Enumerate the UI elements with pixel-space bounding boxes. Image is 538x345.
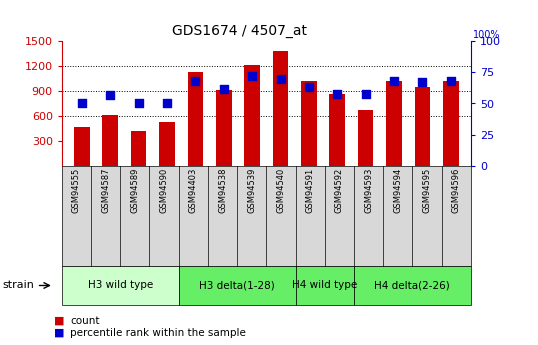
Text: 100%: 100% [473,30,501,40]
Point [220,86,228,91]
Point [276,76,285,81]
Point [248,73,257,79]
Bar [74,127,89,166]
Text: GSM94596: GSM94596 [451,167,461,213]
Text: GSM94538: GSM94538 [218,167,227,213]
Text: GSM94589: GSM94589 [130,167,139,213]
Point [362,91,370,96]
Text: GSM94593: GSM94593 [364,167,373,213]
Text: GSM94595: GSM94595 [422,167,431,213]
Text: ■: ■ [54,328,65,338]
Bar [188,72,203,166]
Text: GSM94592: GSM94592 [335,167,344,213]
Text: GSM94539: GSM94539 [247,167,256,213]
Text: strain: strain [3,280,34,290]
Text: GSM94594: GSM94594 [393,167,402,213]
Text: GSM94590: GSM94590 [160,167,168,213]
Bar [273,50,288,166]
Text: H3 wild type: H3 wild type [88,280,153,290]
Bar [244,65,260,166]
Text: count: count [70,316,100,326]
Bar [131,131,146,166]
Point [305,85,313,90]
Bar [216,90,231,166]
Text: H4 delta(2-26): H4 delta(2-26) [374,280,450,290]
Text: GSM94587: GSM94587 [101,167,110,213]
Point [390,78,398,84]
Point [106,92,115,98]
Bar [415,87,430,166]
Text: H3 delta(1-28): H3 delta(1-28) [199,280,275,290]
Bar [443,81,459,166]
Point [191,78,200,84]
Point [418,80,427,85]
Text: GSM94591: GSM94591 [306,167,315,213]
Point [162,101,171,106]
Text: GSM94403: GSM94403 [189,167,198,213]
Bar [386,81,402,166]
Text: H4 wild type: H4 wild type [292,280,357,290]
Text: GSM94555: GSM94555 [72,167,81,213]
Bar [329,93,345,166]
Bar [159,122,175,166]
Bar [358,110,373,166]
Text: GSM94540: GSM94540 [277,167,286,213]
Text: GDS1674 / 4507_at: GDS1674 / 4507_at [172,24,307,38]
Point [134,101,143,106]
Bar [301,81,317,166]
Text: percentile rank within the sample: percentile rank within the sample [70,328,246,338]
Point [77,101,86,106]
Text: ■: ■ [54,316,65,326]
Bar [102,115,118,166]
Point [447,78,455,84]
Point [333,91,342,96]
